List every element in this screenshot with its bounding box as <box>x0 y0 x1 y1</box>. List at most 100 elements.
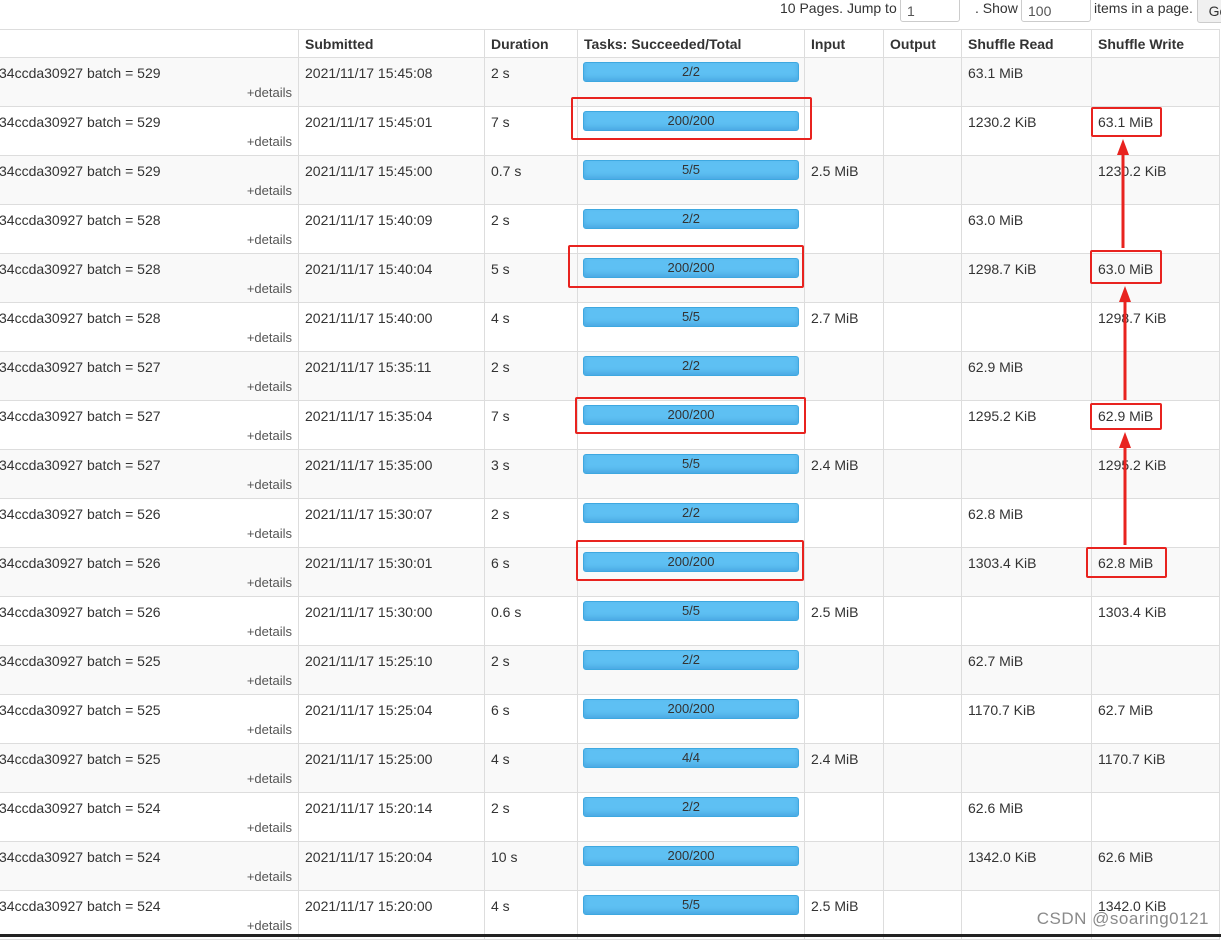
col-shuffle-write[interactable]: Shuffle Write <box>1091 29 1220 58</box>
cell-duration: 2 s <box>484 351 578 401</box>
cell-shuffle-read: 1170.7 KiB <box>961 694 1092 744</box>
description-link[interactable]: 34ccda30927 batch = 524 <box>0 849 161 865</box>
cell-shuffle-read <box>961 302 1092 352</box>
col-duration[interactable]: Duration <box>484 29 578 58</box>
cell-input <box>804 694 884 744</box>
cell-submitted: 2021/11/17 15:30:00 <box>298 596 485 646</box>
cell-duration: 6 s <box>484 694 578 744</box>
page-size-input[interactable] <box>1021 0 1091 22</box>
description-link[interactable]: 34ccda30927 batch = 529 <box>0 65 161 81</box>
cell-duration: 0.7 s <box>484 155 578 205</box>
cell-output <box>883 351 962 401</box>
col-output[interactable]: Output <box>883 29 962 58</box>
details-toggle[interactable]: +details <box>246 771 292 786</box>
cell-tasks: 200/200 <box>577 547 805 597</box>
description-link[interactable]: 34ccda30927 batch = 525 <box>0 653 161 669</box>
details-toggle[interactable]: +details <box>246 477 292 492</box>
description-link[interactable]: 34ccda30927 batch = 526 <box>0 555 161 571</box>
cell-shuffle-read <box>961 155 1092 205</box>
description-link[interactable]: 34ccda30927 batch = 527 <box>0 359 161 375</box>
cell-tasks: 5/5 <box>577 449 805 499</box>
cell-shuffle-write: 62.7 MiB <box>1091 694 1220 744</box>
cell-shuffle-read: 1295.2 KiB <box>961 400 1092 450</box>
col-shuffle-read[interactable]: Shuffle Read <box>961 29 1092 58</box>
cell-output <box>883 253 962 303</box>
description-link[interactable]: 34ccda30927 batch = 528 <box>0 261 161 277</box>
cell-shuffle-write: 1342.0 KiB <box>1091 890 1220 940</box>
col-input[interactable]: Input <box>804 29 884 58</box>
cell-description: 34ccda30927 batch = 528 +details <box>0 204 299 254</box>
cell-input <box>804 351 884 401</box>
cell-tasks: 2/2 <box>577 498 805 548</box>
cell-output <box>883 596 962 646</box>
details-toggle[interactable]: +details <box>246 575 292 590</box>
show-text: . Show <box>975 0 1018 16</box>
tasks-progress-bar: 200/200 <box>583 699 799 719</box>
description-link[interactable]: 34ccda30927 batch = 526 <box>0 604 161 620</box>
cell-input: 2.7 MiB <box>804 302 884 352</box>
details-toggle[interactable]: +details <box>246 869 292 884</box>
cell-shuffle-read: 63.1 MiB <box>961 57 1092 107</box>
details-toggle[interactable]: +details <box>246 428 292 443</box>
cell-description: 34ccda30927 batch = 524 +details <box>0 841 299 891</box>
details-toggle[interactable]: +details <box>246 134 292 149</box>
description-link[interactable]: 34ccda30927 batch = 524 <box>0 800 161 816</box>
go-button[interactable]: Go <box>1197 0 1221 23</box>
cell-submitted: 2021/11/17 15:35:00 <box>298 449 485 499</box>
cell-description: 34ccda30927 batch = 526 +details <box>0 498 299 548</box>
cell-duration: 2 s <box>484 792 578 842</box>
details-toggle[interactable]: +details <box>246 379 292 394</box>
col-tasks[interactable]: Tasks: Succeeded/Total <box>577 29 805 58</box>
cell-shuffle-read <box>961 890 1092 940</box>
col-submitted[interactable]: Submitted <box>298 29 485 58</box>
cell-input <box>804 841 884 891</box>
details-toggle[interactable]: +details <box>246 526 292 541</box>
cell-input: 2.5 MiB <box>804 890 884 940</box>
jump-to-page-input[interactable] <box>900 0 960 22</box>
table-row: 34ccda30927 batch = 529 +details 2021/11/1… <box>0 155 1220 205</box>
details-toggle[interactable]: +details <box>246 722 292 737</box>
details-toggle[interactable]: +details <box>246 281 292 296</box>
details-toggle[interactable]: +details <box>246 673 292 688</box>
cell-input <box>804 547 884 597</box>
details-toggle[interactable]: +details <box>246 232 292 247</box>
description-link[interactable]: 34ccda30927 batch = 525 <box>0 702 161 718</box>
description-link[interactable]: 34ccda30927 batch = 527 <box>0 408 161 424</box>
details-toggle[interactable]: +details <box>246 183 292 198</box>
cell-description: 34ccda30927 batch = 525 +details <box>0 694 299 744</box>
highlight-box <box>1090 403 1162 430</box>
details-toggle[interactable]: +details <box>246 624 292 639</box>
cell-input: 2.4 MiB <box>804 743 884 793</box>
tasks-progress-bar: 4/4 <box>583 748 799 768</box>
cell-output <box>883 204 962 254</box>
table-row: 34ccda30927 batch = 524 +details 2021/11/1… <box>0 890 1220 940</box>
details-toggle[interactable]: +details <box>246 918 292 933</box>
details-toggle[interactable]: +details <box>246 330 292 345</box>
cell-output <box>883 547 962 597</box>
col-description[interactable] <box>0 29 299 58</box>
items-per-page-text: items in a page. <box>1094 0 1193 16</box>
cell-tasks: 5/5 <box>577 890 805 940</box>
cell-submitted: 2021/11/17 15:45:00 <box>298 155 485 205</box>
description-link[interactable]: 34ccda30927 batch = 529 <box>0 114 161 130</box>
description-link[interactable]: 34ccda30927 batch = 524 <box>0 898 161 914</box>
cell-output <box>883 498 962 548</box>
cell-shuffle-read <box>961 449 1092 499</box>
cell-shuffle-read: 63.0 MiB <box>961 204 1092 254</box>
cell-description: 34ccda30927 batch = 529 +details <box>0 57 299 107</box>
pagination-bar: 10 Pages. Jump to . Show items in a page… <box>621 0 1221 29</box>
cell-output <box>883 841 962 891</box>
description-link[interactable]: 34ccda30927 batch = 527 <box>0 457 161 473</box>
description-link[interactable]: 34ccda30927 batch = 526 <box>0 506 161 522</box>
description-link[interactable]: 34ccda30927 batch = 525 <box>0 751 161 767</box>
table-row: 34ccda30927 batch = 527 +details 2021/11/1… <box>0 449 1220 499</box>
description-link[interactable]: 34ccda30927 batch = 528 <box>0 310 161 326</box>
description-link[interactable]: 34ccda30927 batch = 528 <box>0 212 161 228</box>
description-link[interactable]: 34ccda30927 batch = 529 <box>0 163 161 179</box>
details-toggle[interactable]: +details <box>246 820 292 835</box>
cell-submitted: 2021/11/17 15:40:00 <box>298 302 485 352</box>
cell-duration: 4 s <box>484 890 578 940</box>
table-body: 34ccda30927 batch = 529 +details 2021/11/1… <box>0 57 1220 940</box>
details-toggle[interactable]: +details <box>246 85 292 100</box>
table-row: 34ccda30927 batch = 527 +details 2021/11/1… <box>0 351 1220 401</box>
